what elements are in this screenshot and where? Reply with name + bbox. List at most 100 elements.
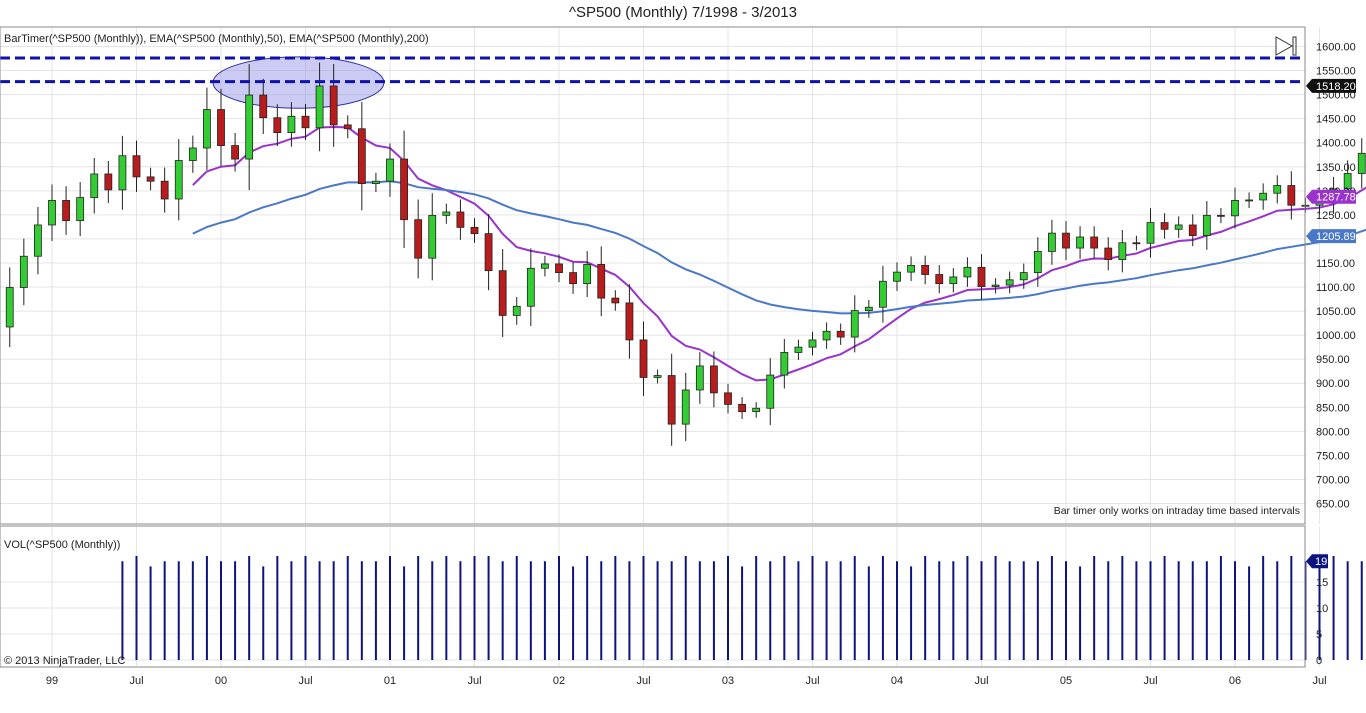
candle-up xyxy=(1019,272,1028,281)
x-tick-label: Jul xyxy=(298,675,312,687)
last-price-label: 1518.20 xyxy=(1316,81,1356,93)
horizontal-lines[interactable] xyxy=(0,56,1305,84)
axes: 650.00 700.00 750.00 800.00 850.00 900.00 950.… xyxy=(46,42,1356,688)
candle-down xyxy=(935,274,944,285)
price-panel-frame xyxy=(0,26,1306,525)
candle-up xyxy=(780,352,789,376)
price-candles xyxy=(5,62,1366,446)
candle-down xyxy=(977,266,986,287)
candle-up xyxy=(203,109,211,149)
candle-down xyxy=(470,226,479,235)
candle-down xyxy=(1160,222,1169,230)
candle-up xyxy=(766,374,775,409)
x-tick-label: Jul xyxy=(636,675,650,687)
candle-up xyxy=(1245,199,1253,202)
candle-down xyxy=(1188,224,1197,236)
volume-label: VOL(^SP500 (Monthly)) xyxy=(4,539,120,551)
y-tick-label: 1100.00 xyxy=(1316,282,1355,294)
volume-tick-label: 0 xyxy=(1316,655,1322,667)
candle-up xyxy=(907,264,915,273)
candle-up xyxy=(541,263,549,269)
candle-down xyxy=(343,124,352,130)
candle-down xyxy=(836,330,845,338)
last-price-label-flag xyxy=(1306,189,1356,204)
candle-up xyxy=(442,211,451,216)
chart-title: ^SP500 (Monthly) 7/1998 - 3/2013 xyxy=(568,4,797,21)
candle-up xyxy=(245,94,254,160)
candle-down xyxy=(259,94,268,119)
candle-up xyxy=(794,346,803,353)
x-tick-label: 99 xyxy=(46,675,58,687)
candle-up xyxy=(752,407,761,413)
candle-up xyxy=(822,330,831,341)
candle-down xyxy=(400,158,408,221)
indicator-label: BarTimer(^SP500 (Monthly)), EMA(^SP500 (… xyxy=(4,33,429,45)
candle-up xyxy=(583,264,592,285)
candle-down xyxy=(710,365,718,394)
price-labels: 1518.20 1287.78 1205.89 19 xyxy=(1306,78,1356,569)
candle-down xyxy=(160,180,169,200)
candle-up xyxy=(5,287,14,328)
y-tick-label: 850.00 xyxy=(1316,402,1350,414)
candle-up xyxy=(76,197,85,222)
bar-timer-note: Bar timer only works on intraday time ba… xyxy=(1054,505,1300,517)
last-price-label: 1287.78 xyxy=(1316,192,1356,204)
candle-up xyxy=(1146,222,1155,244)
candle-up xyxy=(864,306,873,311)
y-tick-label: 1550.00 xyxy=(1316,66,1356,78)
candle-up xyxy=(879,280,887,308)
candle-up xyxy=(695,365,704,391)
candle-down xyxy=(217,109,225,146)
candle-down xyxy=(1287,185,1296,206)
candle-down xyxy=(555,263,563,273)
y-tick-label: 1600.00 xyxy=(1316,42,1356,54)
candle-up xyxy=(526,267,535,307)
x-tick-label: 03 xyxy=(722,675,734,687)
candle-down xyxy=(1217,214,1225,217)
candle-up xyxy=(1174,224,1183,230)
y-tick-label: 650.00 xyxy=(1316,499,1350,511)
x-tick-label: 00 xyxy=(215,675,227,687)
candle-up xyxy=(188,147,197,161)
last-price-label-flag xyxy=(1306,229,1356,244)
x-tick-label: Jul xyxy=(974,675,988,687)
candle-up xyxy=(1231,200,1239,217)
highlight-zone xyxy=(212,56,385,109)
candle-up xyxy=(90,173,99,198)
candle-up xyxy=(1357,152,1366,174)
candle-up xyxy=(850,310,859,338)
candle-down xyxy=(301,115,310,129)
scroll-forward-icon[interactable] xyxy=(1275,36,1297,56)
candle-down xyxy=(724,392,732,405)
y-tick-label: 900.00 xyxy=(1316,378,1350,390)
candle-down xyxy=(104,173,113,191)
ema200-line xyxy=(192,180,1366,315)
candle-up xyxy=(1048,232,1056,252)
candle-up xyxy=(372,180,380,184)
candle-up xyxy=(1118,242,1127,261)
volume-panel-frame xyxy=(0,525,1306,668)
y-tick-label: 1150.00 xyxy=(1316,258,1355,270)
volume-tick-label: 5 xyxy=(1316,629,1322,641)
candle-down xyxy=(146,176,155,182)
candle-down xyxy=(1090,236,1099,249)
x-tick-label: 04 xyxy=(891,675,903,687)
y-tick-label: 1000.00 xyxy=(1316,330,1356,342)
candle-down xyxy=(597,264,606,299)
candle-down xyxy=(611,297,620,304)
volume-tick-label: 15 xyxy=(1316,577,1328,589)
candle-down xyxy=(667,375,676,425)
candle-up xyxy=(386,158,394,182)
y-tick-label: 1400.00 xyxy=(1316,138,1356,150)
last-price-label-flag xyxy=(1306,78,1356,93)
volume-tick-label: 10 xyxy=(1316,603,1328,615)
candle-up xyxy=(1033,251,1042,273)
volume-last-flag xyxy=(1306,554,1328,569)
candle-up xyxy=(949,276,958,285)
candle-down xyxy=(921,264,930,275)
candle-down xyxy=(1062,232,1070,249)
x-tick-label: 05 xyxy=(1060,675,1072,687)
x-tick-label: Jul xyxy=(1143,675,1157,687)
volume-last-label: 19 xyxy=(1315,556,1327,568)
